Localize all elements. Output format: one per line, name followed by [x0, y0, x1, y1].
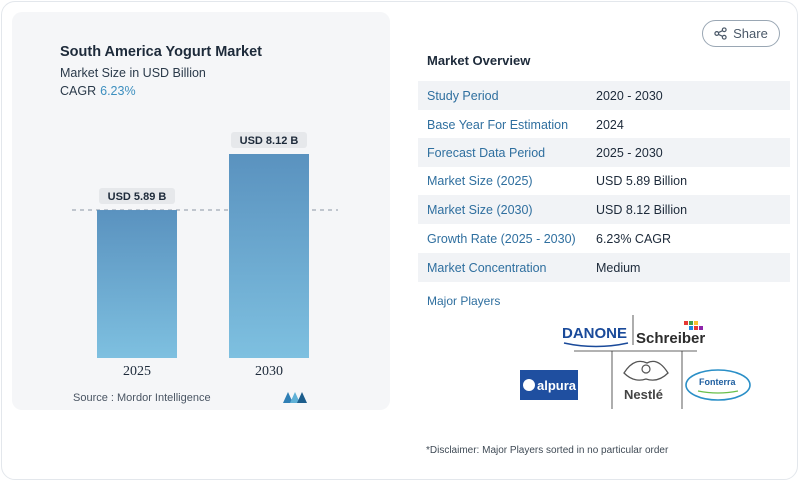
- overview-row-label: Study Period: [427, 88, 499, 103]
- overview-row-market-size-2025: Market Size (2025) USD 5.89 Billion: [418, 166, 790, 195]
- overview-row-label: Growth Rate (2025 - 2030): [427, 231, 576, 246]
- bar-2025: [97, 210, 177, 358]
- disclaimer-text: *Disclaimer: Major Players sorted in no …: [426, 445, 669, 456]
- chart-cagr: CAGR 6.23%: [60, 84, 136, 98]
- data-label-bg-2025: [99, 188, 175, 205]
- nestle-logo-text: Nestlé: [624, 387, 663, 402]
- bar-2030: [229, 154, 309, 358]
- bar-chart: USD 5.89 B 2025 USD 8.12 B 2030: [72, 132, 338, 379]
- overview-row-forecast-period: Forecast Data Period 2025 - 2030: [418, 138, 790, 167]
- overview-row-market-concentration: Market Concentration Medium: [418, 253, 790, 282]
- overview-row-value: 6.23% CAGR: [596, 231, 672, 246]
- x-tick-label-2030: 2030: [255, 364, 283, 379]
- data-label-bg-2030: [231, 132, 307, 148]
- overview-row-base-year: Base Year For Estimation 2024: [418, 110, 790, 139]
- overview-row-value: USD 8.12 Billion: [596, 202, 688, 217]
- nestle-logo: Nestlé: [623, 360, 669, 402]
- cagr-value: 6.23%: [100, 84, 136, 98]
- overview-row-label: Market Concentration: [427, 260, 547, 275]
- overview-row-label: Base Year For Estimation: [427, 117, 569, 132]
- overview-row-value: 2025 - 2030: [596, 145, 663, 160]
- danone-logo-text: DANONE: [562, 325, 627, 342]
- chart-title: South America Yogurt Market: [60, 44, 262, 60]
- chart-subtitle: Market Size in USD Billion: [60, 66, 206, 80]
- x-tick-label-2025: 2025: [123, 364, 151, 379]
- share-label: Share: [733, 26, 768, 41]
- overview-row-value: 2024: [596, 117, 624, 132]
- fonterra-logo-text: Fonterra: [699, 377, 737, 387]
- source-text: Source : Mordor Intelligence: [73, 392, 211, 404]
- danone-logo: DANONE: [562, 325, 629, 348]
- share-icon: [714, 27, 727, 40]
- share-button[interactable]: Share: [702, 20, 780, 47]
- major-players-label: Major Players: [427, 294, 501, 308]
- overview-row-study-period: Study Period 2020 - 2030: [418, 81, 790, 110]
- overview-row-label: Market Size (2025): [427, 173, 533, 188]
- overview-row-growth-rate: Growth Rate (2025 - 2030) 6.23% CAGR: [418, 224, 790, 253]
- data-label-2025: USD 5.89 B: [108, 191, 167, 203]
- chart-panel: [12, 12, 390, 410]
- overview-row-label: Market Size (2030): [427, 202, 533, 217]
- market-overview-title: Market Overview: [427, 53, 531, 68]
- overview-row-value: Medium: [596, 260, 641, 275]
- fonterra-logo: Fonterra: [685, 369, 751, 401]
- overview-row-value: 2020 - 2030: [596, 88, 663, 103]
- schreiber-logo-text: Schreiber: [636, 330, 705, 347]
- mordor-intelligence-logo: [283, 392, 307, 403]
- cagr-label: CAGR: [60, 84, 97, 98]
- data-label-2030: USD 8.12 B: [240, 135, 299, 147]
- alpura-logo-text: alpura: [537, 378, 577, 393]
- overview-row-value: USD 5.89 Billion: [596, 173, 688, 188]
- overview-row-label: Forecast Data Period: [427, 145, 546, 160]
- schreiber-logo: Schreiber: [636, 321, 705, 347]
- overview-row-market-size-2030: Market Size (2030) USD 8.12 Billion: [418, 195, 790, 224]
- alpura-logo: alpura: [520, 370, 578, 400]
- major-players-logos: DANONE Schreiber alpura Nestlé Fonterra: [520, 315, 751, 409]
